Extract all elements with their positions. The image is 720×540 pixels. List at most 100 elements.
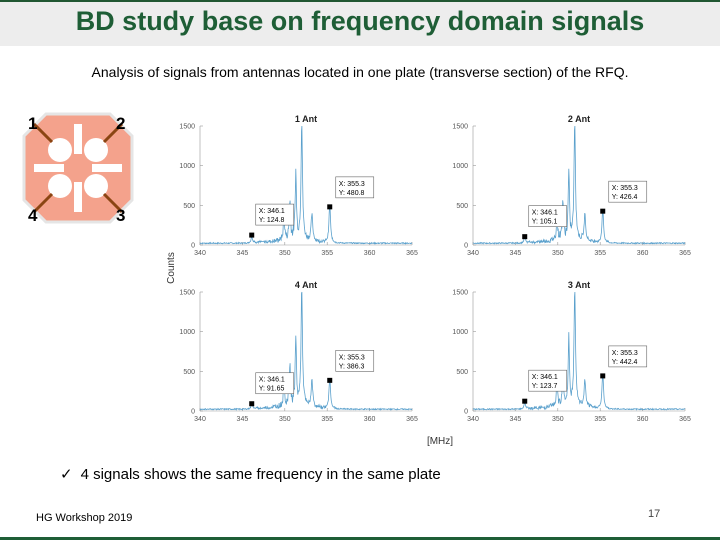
y-tick-label: 1000 [179, 163, 195, 170]
y-tick-label: 1000 [179, 329, 195, 336]
antenna-label-2: 2 [116, 114, 126, 133]
y-tick-label: 500 [183, 203, 195, 210]
datatip-box [528, 205, 568, 227]
antenna-label-3: 3 [116, 206, 126, 225]
x-tick-label: 340 [194, 416, 206, 423]
x-tick-label: 340 [467, 250, 479, 257]
y-tick-label: 500 [456, 369, 468, 376]
spectrum-series-line [472, 125, 686, 245]
antenna-lines [32, 122, 124, 214]
x-tick-label: 340 [194, 250, 206, 257]
datatip-x-label: X: 355.3 [612, 350, 638, 357]
antenna-label-4: 4 [28, 206, 38, 225]
x-tick-label: 345 [237, 416, 249, 423]
x-tick-label: 365 [406, 416, 418, 423]
checkmark-icon: ✓ [60, 466, 73, 483]
datatip-box [335, 350, 375, 372]
x-tick-label: 355 [594, 416, 606, 423]
conclusion-bullet: ✓ 4 signals shows the same frequency in t… [60, 465, 441, 483]
y-tick-label: 0 [464, 243, 468, 250]
conclusion-text: 4 signals shows the same frequency in th… [80, 466, 441, 483]
y-tick-label: 1000 [452, 329, 468, 336]
x-tick-label: 350 [552, 416, 564, 423]
spectrum-series-line [199, 125, 413, 245]
datatip-y-label: Y: 386.3 [339, 363, 365, 370]
spectrum-panel [472, 291, 686, 412]
datatip-x-label: X: 346.1 [259, 377, 285, 384]
spectrum-panel [199, 291, 413, 412]
y-tick-label: 1500 [179, 290, 195, 297]
x-tick-label: 345 [510, 250, 522, 257]
panel-title: 3 Ant [568, 280, 590, 290]
y-tick-label: 0 [464, 409, 468, 416]
x-tick-label: 350 [279, 416, 291, 423]
x-tick-label: 355 [321, 250, 333, 257]
spectrum-panel [199, 125, 413, 246]
y-tick-label: 500 [456, 203, 468, 210]
y-tick-label: 500 [183, 369, 195, 376]
datatip-box [608, 345, 648, 368]
x-tick-label: 340 [467, 416, 479, 423]
data-marker [249, 401, 255, 407]
title-bar [0, 0, 720, 46]
x-tick-label: 355 [594, 250, 606, 257]
datatip-x-label: X: 355.3 [339, 181, 365, 188]
datatip-box [255, 203, 295, 226]
spectrum-series-line [473, 291, 686, 411]
datatip-x-label: X: 355.3 [612, 185, 638, 192]
spectrum-panel [472, 125, 686, 246]
datatip-x-label: X: 346.1 [259, 208, 285, 215]
panel-title: 4 Ant [295, 280, 317, 290]
x-tick-label: 360 [637, 416, 649, 423]
x-tick-label: 355 [321, 416, 333, 423]
datatip-y-label: Y: 123.7 [532, 383, 558, 390]
datatip-box [608, 180, 648, 203]
data-marker [522, 234, 528, 240]
x-tick-label: 365 [406, 250, 418, 257]
panel-title: 1 Ant [295, 114, 317, 124]
data-marker [600, 208, 606, 214]
x-tick-label: 365 [679, 416, 691, 423]
datatip-y-label: Y: 480.8 [339, 190, 365, 197]
y-tick-label: 0 [191, 409, 195, 416]
y-tick-label: 1500 [179, 124, 195, 131]
x-tick-label: 350 [279, 250, 291, 257]
x-tick-label: 365 [679, 250, 691, 257]
antenna-label-1: 1 [28, 114, 38, 133]
datatip-y-label: Y: 426.4 [612, 194, 638, 201]
rfq-vanes [34, 124, 122, 212]
datatip-y-label: Y: 442.4 [612, 359, 638, 366]
data-marker [327, 377, 333, 383]
x-tick-label: 345 [237, 250, 249, 257]
datatip-y-label: Y: 91.65 [259, 386, 285, 393]
y-tick-label: 1500 [452, 124, 468, 131]
x-tick-label: 360 [364, 250, 376, 257]
datatip-box [335, 176, 375, 199]
shared-y-axis-label: Counts [166, 252, 177, 284]
x-tick-label: 360 [637, 250, 649, 257]
x-tick-label: 360 [364, 416, 376, 423]
slide-title: BD study base on frequency domain signal… [75, 6, 645, 36]
spectrum-series-line [199, 291, 413, 411]
data-marker [327, 204, 333, 210]
y-tick-label: 0 [191, 243, 195, 250]
datatip-box [528, 369, 568, 392]
datatip-x-label: X: 346.1 [532, 374, 558, 381]
shared-x-axis-label: [MHz] [427, 436, 453, 447]
data-marker [600, 373, 606, 379]
datatip-box [255, 372, 295, 395]
datatip-y-label: Y: 124.8 [259, 217, 285, 224]
x-tick-label: 350 [552, 250, 564, 257]
x-tick-label: 345 [510, 416, 522, 423]
datatip-y-label: Y: 105.1 [532, 219, 558, 226]
panel-title: 2 Ant [568, 114, 590, 124]
page-number: 17 [648, 508, 661, 520]
bottom-rule [0, 537, 720, 540]
data-marker [522, 398, 528, 404]
y-tick-label: 1000 [452, 163, 468, 170]
datatip-x-label: X: 355.3 [339, 354, 365, 361]
y-tick-label: 1500 [452, 290, 468, 297]
data-marker [249, 232, 255, 238]
